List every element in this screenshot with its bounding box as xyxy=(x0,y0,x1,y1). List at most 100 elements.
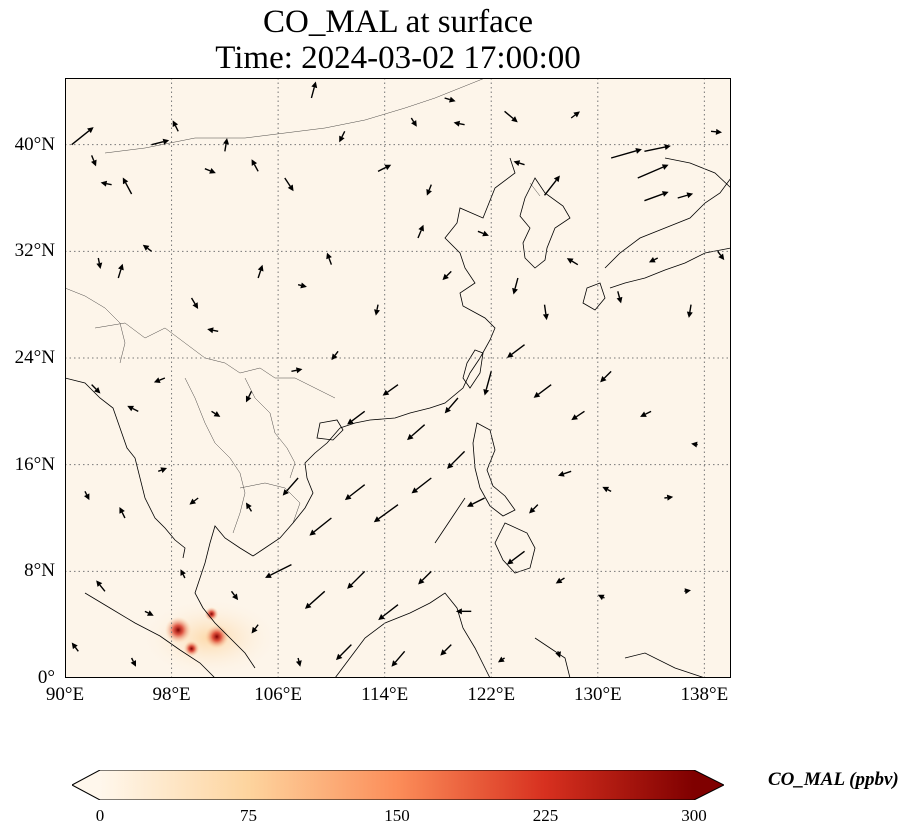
wind-arrow xyxy=(245,391,253,403)
x-tick-label: 122°E xyxy=(467,684,516,705)
wind-arrow xyxy=(265,564,292,578)
lat-lon-grid xyxy=(65,78,731,678)
co-hotspot xyxy=(164,616,192,644)
wind-arrow xyxy=(130,657,136,667)
wind-arrow xyxy=(444,96,456,103)
wind-arrow xyxy=(447,450,466,469)
wind-arrow xyxy=(529,504,539,514)
wind-arrow xyxy=(566,258,579,266)
wind-arrow xyxy=(291,367,303,374)
wind-arrow xyxy=(297,282,307,289)
wind-arrow xyxy=(411,477,432,494)
coastline-new-guinea xyxy=(624,652,706,678)
wind-arrow xyxy=(677,192,694,199)
coastline-indochina xyxy=(252,427,341,557)
y-tick-label: 8°N xyxy=(24,560,55,582)
wind-arrow xyxy=(96,257,103,269)
wind-arrow xyxy=(444,397,459,414)
wind-arrow xyxy=(304,590,326,609)
colorbar-tick-label: 150 xyxy=(384,806,410,825)
wind-arrow xyxy=(453,120,465,127)
wind-arrow xyxy=(377,164,392,172)
wind-arrow xyxy=(533,384,552,398)
wind-arrow xyxy=(284,177,294,192)
wind-arrow xyxy=(616,291,623,304)
wind-arrow xyxy=(119,507,126,519)
co-hotspot xyxy=(204,624,229,649)
wind-arrow xyxy=(600,370,612,383)
wind-arrow xyxy=(127,405,139,412)
wind-arrow xyxy=(339,131,346,143)
wind-arrow xyxy=(230,590,239,601)
wind-arrow xyxy=(570,111,580,119)
wind-arrow xyxy=(710,128,723,135)
wind-arrow xyxy=(382,384,399,396)
wind-arrow xyxy=(204,168,216,174)
x-tick-label: 98°E xyxy=(152,684,191,705)
y-tick-label: 40°N xyxy=(14,133,55,155)
wind-arrow xyxy=(207,327,219,334)
colorbar xyxy=(72,770,724,800)
country-borders xyxy=(65,78,541,534)
x-tick-label: 114°E xyxy=(361,684,409,705)
wind-arrow xyxy=(664,494,674,501)
x-tick-label: 90°E xyxy=(45,684,85,705)
wind-arrow xyxy=(391,650,406,667)
x-tick-label: 130°E xyxy=(573,684,622,705)
title-line-2: Time: 2024-03-02 17:00:00 xyxy=(215,40,581,76)
wind-arrow xyxy=(189,497,199,505)
wind-arrow xyxy=(440,644,452,656)
wind-arrow xyxy=(555,577,565,584)
border-cambodia xyxy=(239,482,301,524)
wind-arrow xyxy=(347,410,366,425)
map-border xyxy=(65,78,731,678)
wind-arrow xyxy=(100,180,112,187)
coastline-visayas-mindanao xyxy=(494,522,536,574)
wind-arrow xyxy=(245,502,253,512)
coastline-hainan xyxy=(316,419,344,441)
coastlines xyxy=(65,157,731,678)
wind-arrow xyxy=(347,570,366,589)
co-hotspot xyxy=(183,640,200,657)
wind-arrow xyxy=(373,504,399,523)
x-tick-label: 106°E xyxy=(254,684,302,705)
map-canvas xyxy=(65,78,731,678)
wind-arrow xyxy=(335,644,352,661)
coastline-korea xyxy=(519,177,571,269)
wind-arrow xyxy=(295,657,302,667)
wind-arrow xyxy=(686,304,693,318)
wind-arrow xyxy=(506,344,525,358)
wind-arrow xyxy=(555,651,561,658)
wind-arrow xyxy=(257,264,264,279)
map-title: CO_MAL at surface Time: 2024-03-02 17:00… xyxy=(65,4,731,76)
wind-arrow xyxy=(418,570,432,585)
wind-arrow xyxy=(310,81,318,99)
wind-arrow xyxy=(378,604,399,621)
wind-arrow xyxy=(157,467,168,473)
wind-arrow xyxy=(84,491,90,501)
wind-arrow xyxy=(142,244,153,252)
border-india xyxy=(65,287,126,364)
wind-arrow xyxy=(331,350,339,361)
wind-arrow xyxy=(483,371,492,396)
wind-arrow xyxy=(442,270,452,281)
wind-arrow xyxy=(153,377,166,383)
wind-arrow xyxy=(637,164,669,179)
colorbar-extend-high xyxy=(694,770,724,800)
border-thailand xyxy=(184,377,246,534)
wind-arrow xyxy=(90,155,97,167)
border-korea xyxy=(529,182,541,197)
wind-arrow xyxy=(602,486,612,493)
wind-arrow xyxy=(691,441,698,448)
colorbar-gradient xyxy=(100,770,694,800)
wind-arrow xyxy=(504,110,518,123)
colorbar-label: CO_MAL (ppbv) xyxy=(768,769,899,790)
border-laos-vietnam xyxy=(244,377,296,479)
colorbar-tick-label: 0 xyxy=(95,806,105,825)
wind-vectors xyxy=(71,81,725,667)
wind-arrow xyxy=(151,138,170,146)
wind-arrow xyxy=(542,304,549,321)
y-tick-label: 16°N xyxy=(14,453,55,475)
border-china-south xyxy=(94,322,336,399)
wind-arrow xyxy=(223,138,230,152)
